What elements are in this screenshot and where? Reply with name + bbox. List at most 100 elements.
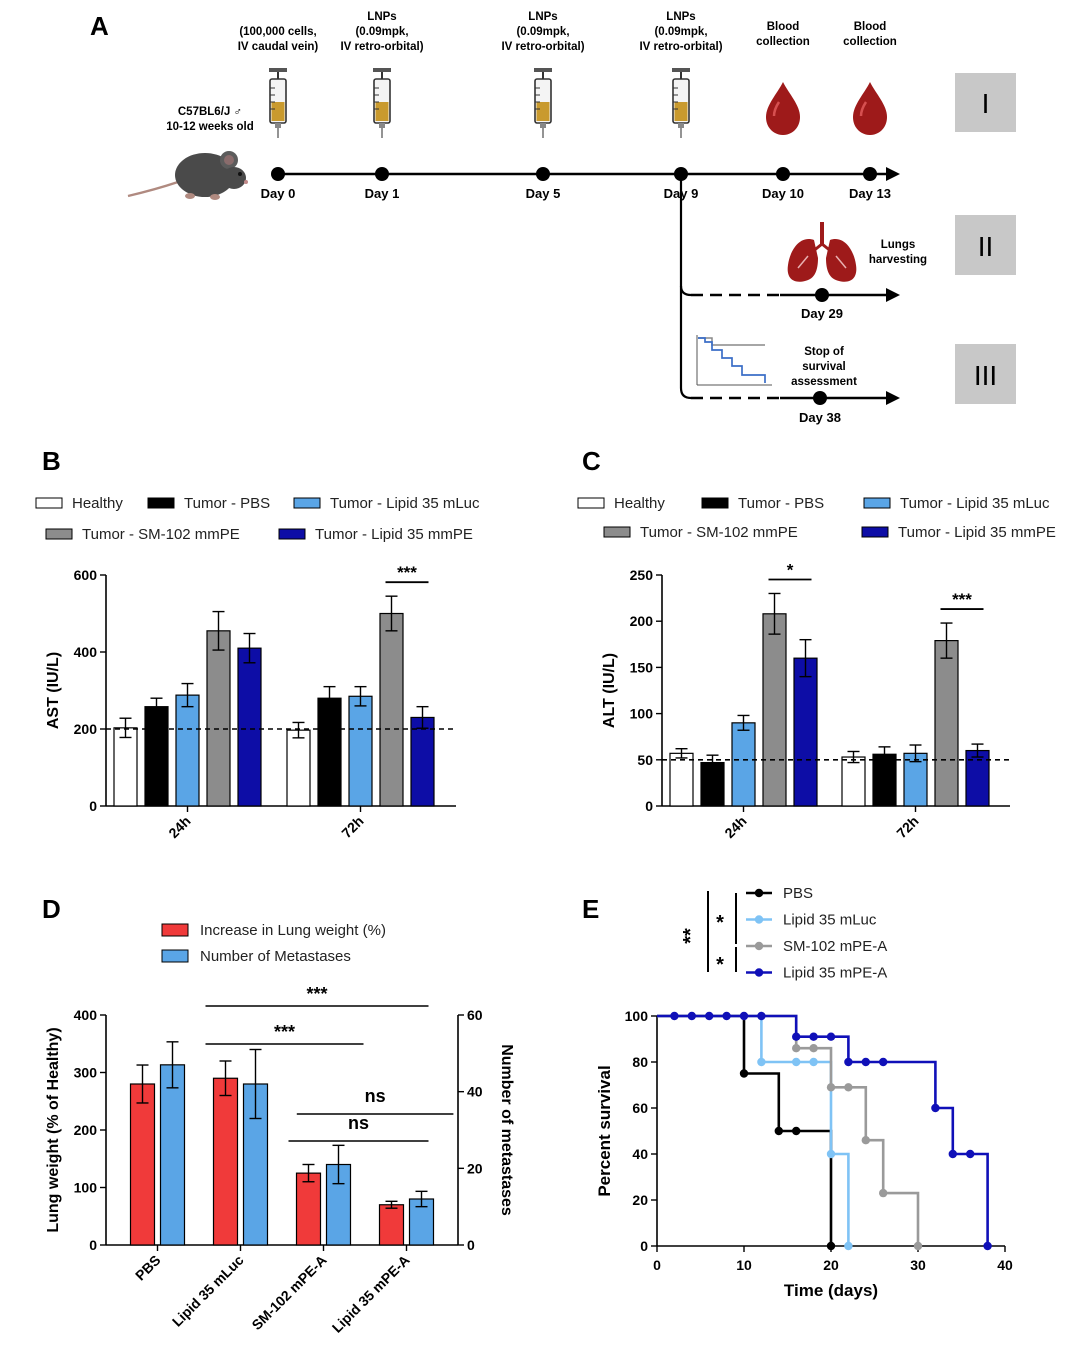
legend-label-increase-in-lung-weight: Increase in Lung weight (%)	[200, 922, 386, 939]
panel-d: D Increase in Lung weight (%) Number of M…	[42, 894, 515, 1336]
event-label-5-line-1: collection	[843, 36, 897, 48]
mouse-label-line-1: C57BL6/J ♂	[178, 106, 242, 118]
series-marker-lipid-35-mpe-a	[948, 1149, 957, 1159]
panel-c: C Healthy Tumor - PBS Tumor - Lipid 35 mLu…	[577, 446, 1056, 841]
significance-label: ***	[306, 984, 327, 1004]
timeline-dot-day-1	[375, 167, 389, 181]
significance-label: *	[787, 560, 794, 579]
y-tick-label: 100	[74, 1180, 98, 1196]
y-tick-label: 600	[74, 567, 98, 583]
series-marker-lipid-35-mluc	[826, 1149, 836, 1159]
arm-box-iii	[955, 344, 1016, 404]
bar-tumor-pbs-24h	[144, 706, 169, 807]
branch-connector-ii	[679, 285, 692, 297]
y-tick-label-right: 20	[467, 1160, 483, 1176]
bar-tumor-sm-102-mmpe-72h	[379, 612, 404, 807]
series-marker-sm-102-mpe-a	[879, 1188, 888, 1198]
bar-healthy-72h	[286, 729, 311, 807]
series-marker-lipid-35-mpe-a	[826, 1032, 836, 1041]
significance-label: ***	[274, 1022, 295, 1042]
bar-tumor-sm-102-mmpe-24h	[762, 613, 787, 807]
legend-label-tumor-pbs: Tumor - PBS	[184, 495, 270, 512]
y-tick-label: 400	[74, 1007, 98, 1023]
branch-connector	[679, 178, 692, 400]
legend-label-tumor-pbs: Tumor - PBS	[738, 495, 824, 512]
series-marker-pbs	[792, 1126, 801, 1136]
event-label-2-line-0: LNPs	[528, 11, 557, 23]
legend-marker-lipid-35-mluc	[754, 915, 764, 924]
x-tick-label: 10	[736, 1257, 752, 1273]
y-tick-label-right: 0	[467, 1237, 475, 1253]
lungs-icon	[787, 222, 857, 282]
panel-d-letter: D	[42, 894, 61, 924]
legend-label-tumor-lipid-35-mmpe: Tumor - Lipid 35 mmPE	[315, 526, 473, 543]
series-marker-lipid-35-mpe-a	[705, 1011, 714, 1021]
y-tick-label: 300	[74, 1065, 98, 1081]
y-tick-label: 200	[630, 613, 654, 629]
legend-swatch-healthy	[577, 497, 605, 509]
y-tick-label: 20	[632, 1192, 648, 1208]
series-marker-pbs	[774, 1126, 783, 1136]
bar-increase-in-lung-weight-lipid-35-mpe-a	[378, 1204, 405, 1246]
legend-label-sm-102-mpe-a: SM-102 mPE-A	[783, 938, 887, 955]
series-marker-pbs	[826, 1241, 836, 1251]
significance-label: *	[716, 954, 724, 976]
bar-healthy-24h	[113, 727, 138, 807]
branch-ii-dot	[815, 288, 829, 302]
panel-b-letter: B	[42, 446, 61, 476]
legend-label-healthy: Healthy	[72, 495, 123, 512]
series-marker-lipid-35-mpe-a	[757, 1011, 766, 1021]
y-tick-label: 100	[625, 1008, 649, 1024]
series-marker-lipid-35-mpe-a	[687, 1011, 696, 1021]
x-tick-label: 30	[910, 1257, 926, 1273]
event-label-1-line-0: LNPs	[367, 11, 396, 23]
syringe-icon	[372, 67, 392, 139]
legend-swatch-tumor-sm-102-mmpe	[45, 528, 73, 540]
series-line-pbs	[657, 1014, 833, 1246]
y-tick-label: 200	[74, 721, 98, 737]
branch-iii-label-line-3: assessment	[791, 376, 857, 388]
significance-label: ***	[952, 590, 972, 609]
x-axis-title: Time (days)	[784, 1281, 878, 1300]
x-tick-label-24h: 24h	[165, 813, 193, 841]
panel-c-letter: C	[582, 446, 601, 476]
series-marker-lipid-35-mluc	[792, 1057, 801, 1067]
arm-label-ii: II	[978, 231, 994, 262]
branch-iii-label-line-1: Stop of	[804, 346, 844, 358]
legend-swatch-tumor-lipid-35-mmpe	[278, 528, 306, 540]
event-label-2-line-1: (0.09mpk,	[516, 26, 569, 38]
bar-tumor-lipid-35-mluc-24h	[175, 694, 200, 807]
branch-iii-arrowhead	[886, 391, 900, 405]
bar-tumor-sm-102-mmpe-24h	[206, 630, 231, 807]
y-axis-title: Percent survival	[595, 1065, 614, 1196]
mouse-label-line-2: 10-12 weeks old	[166, 121, 254, 133]
legend-swatch-tumor-lipid-35-mluc	[293, 497, 321, 509]
series-marker-lipid-35-mpe-a	[792, 1032, 801, 1041]
legend-label-lipid-35-mluc: Lipid 35 mLuc	[783, 912, 877, 929]
event-label-3-line-1: (0.09mpk,	[654, 26, 707, 38]
arm-box-ii	[955, 215, 1016, 275]
x-tick-label-24h: 24h	[721, 813, 749, 841]
series-marker-sm-102-mpe-a	[809, 1044, 818, 1053]
bar-increase-in-lung-weight-pbs	[129, 1083, 156, 1246]
y-tick-label: 60	[632, 1100, 648, 1116]
series-marker-lipid-35-mpe-a	[966, 1149, 975, 1159]
series-marker-lipid-35-mpe-a	[722, 1011, 731, 1021]
legend-swatch-tumor-lipid-35-mluc	[863, 497, 891, 509]
bar-healthy-24h	[669, 752, 694, 807]
x-tick-label: 20	[823, 1257, 839, 1273]
x-tick-label: 40	[997, 1257, 1013, 1273]
series-line-lipid-35-mpe-a	[657, 1014, 989, 1246]
timeline-dot-day-5	[536, 167, 550, 181]
branch-ii-day: Day 29	[801, 306, 843, 321]
x-tick-label: 0	[653, 1257, 661, 1273]
timeline-arrowhead	[886, 167, 900, 181]
mouse-icon	[127, 151, 248, 200]
syringe-icon	[268, 67, 288, 139]
series-marker-lipid-35-mpe-a	[844, 1057, 853, 1067]
panel-b: B Healthy Tumor - PBS Tumor - Lipid 35 mLu…	[35, 446, 480, 841]
bar-tumor-sm-102-mmpe-72h	[934, 640, 959, 807]
event-label-1-line-1: (0.09mpk,	[355, 26, 408, 38]
arm-box-i	[955, 73, 1016, 132]
